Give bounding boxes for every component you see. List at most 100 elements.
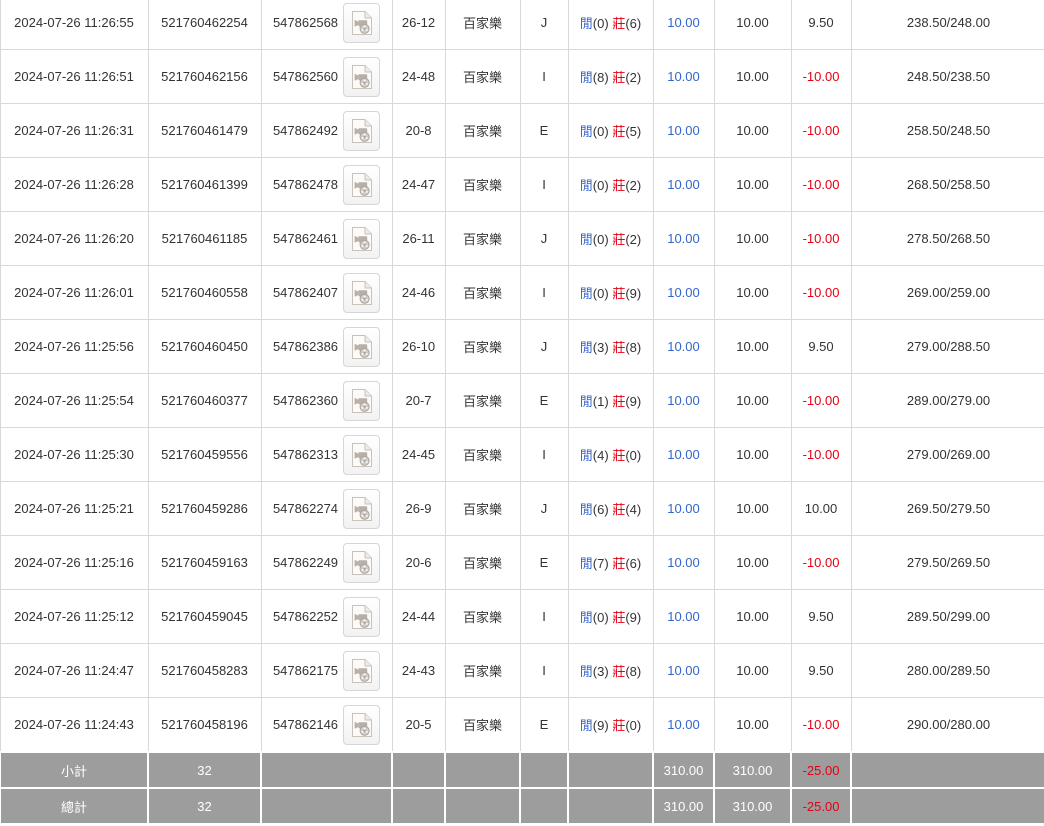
cell-bet-amount: 10.00 bbox=[652, 0, 715, 50]
cell-table-code: J bbox=[519, 211, 569, 266]
cell-bet-amount: 10.00 bbox=[652, 103, 715, 158]
video-replay-button[interactable] bbox=[343, 380, 381, 421]
cell-shoe-round: 26-11 bbox=[391, 211, 446, 266]
player-label: 閒 bbox=[579, 286, 593, 301]
cell-win-loss: 9.50 bbox=[790, 643, 852, 698]
video-replay-button[interactable] bbox=[343, 434, 381, 475]
cell-game-type: 百家樂 bbox=[444, 481, 521, 536]
video-replay-button[interactable] bbox=[343, 704, 381, 745]
cell-balance: 238.50/248.00 bbox=[850, 0, 1044, 50]
player-points: (3) bbox=[592, 340, 609, 355]
video-file-icon bbox=[351, 658, 372, 683]
video-file-icon bbox=[351, 10, 372, 35]
round-id-text: 547862386 bbox=[272, 339, 339, 354]
round-id-text: 547862461 bbox=[272, 231, 339, 246]
banker-label: 莊 bbox=[612, 16, 626, 31]
cell-game-type: 百家樂 bbox=[444, 49, 521, 104]
player-label: 閒 bbox=[579, 610, 593, 625]
cell-valid-amount: 10.00 bbox=[713, 535, 792, 590]
cell-bet-id: 521760459286 bbox=[147, 481, 262, 536]
player-label: 閒 bbox=[579, 124, 593, 139]
player-label: 閒 bbox=[579, 502, 593, 517]
banker-points: (6) bbox=[625, 16, 642, 31]
cell-valid-amount: 10.00 bbox=[713, 265, 792, 320]
table-row: 2024-07-26 11:25:56 521760460450 5478623… bbox=[0, 319, 1044, 374]
video-file-icon bbox=[351, 64, 372, 89]
cell-shoe-round: 26-9 bbox=[391, 481, 446, 536]
player-points: (7) bbox=[592, 556, 609, 571]
cell-shoe-round: 20-7 bbox=[391, 373, 446, 428]
video-file-icon bbox=[351, 550, 372, 575]
subtotal-bet-amount: 310.00 bbox=[652, 751, 715, 789]
round-id-text: 547862274 bbox=[272, 501, 339, 516]
cell-table-code: I bbox=[519, 265, 569, 320]
cell-result-detail: 閒(9) 莊(0) bbox=[567, 697, 654, 753]
round-id-text: 547862249 bbox=[272, 555, 339, 570]
cell-round-id: 547862386 bbox=[260, 319, 393, 374]
video-replay-button[interactable] bbox=[343, 542, 381, 583]
cell-round-id: 547862175 bbox=[260, 643, 393, 698]
player-label: 閒 bbox=[579, 16, 593, 31]
player-points: (0) bbox=[592, 232, 609, 247]
video-replay-button[interactable] bbox=[343, 272, 381, 313]
round-id-text: 547862252 bbox=[272, 609, 339, 624]
table-footer: 小計 32 310.00 310.00 -25.00 總計 32 bbox=[0, 751, 1044, 825]
cell-bet-id: 521760459045 bbox=[147, 589, 262, 644]
video-replay-button[interactable] bbox=[343, 110, 381, 151]
video-replay-button[interactable] bbox=[343, 2, 381, 43]
video-file-icon bbox=[351, 712, 372, 737]
player-label: 閒 bbox=[579, 718, 593, 733]
video-file-icon bbox=[351, 172, 372, 197]
cell-shoe-round: 24-46 bbox=[391, 265, 446, 320]
cell-bet-id: 521760459556 bbox=[147, 427, 262, 482]
video-replay-button[interactable] bbox=[343, 650, 381, 691]
cell-shoe-round: 20-6 bbox=[391, 535, 446, 590]
video-replay-button[interactable] bbox=[343, 164, 381, 205]
player-label: 閒 bbox=[579, 232, 593, 247]
banker-points: (9) bbox=[625, 286, 642, 301]
player-points: (9) bbox=[592, 718, 609, 733]
cell-win-loss: -10.00 bbox=[790, 265, 852, 320]
cell-win-loss: -10.00 bbox=[790, 49, 852, 104]
cell-balance: 279.00/269.00 bbox=[850, 427, 1044, 482]
cell-game-type: 百家樂 bbox=[444, 0, 521, 50]
player-label: 閒 bbox=[579, 556, 593, 571]
player-label: 閒 bbox=[579, 394, 593, 409]
banker-label: 莊 bbox=[612, 556, 626, 571]
cell-result-detail: 閒(7) 莊(6) bbox=[567, 535, 654, 590]
banker-label: 莊 bbox=[612, 232, 626, 247]
player-points: (8) bbox=[592, 70, 609, 85]
footer-empty-cell bbox=[850, 787, 1044, 825]
video-replay-button[interactable] bbox=[343, 596, 381, 637]
banker-points: (6) bbox=[625, 556, 642, 571]
cell-table-code: E bbox=[519, 535, 569, 590]
video-file-icon bbox=[351, 280, 372, 305]
table-row: 2024-07-26 11:26:55 521760462254 5478625… bbox=[0, 0, 1044, 50]
banker-points: (4) bbox=[625, 502, 642, 517]
cell-bet-amount: 10.00 bbox=[652, 157, 715, 212]
banker-label: 莊 bbox=[612, 718, 626, 733]
cell-balance: 258.50/248.50 bbox=[850, 103, 1044, 158]
total-win-loss: -25.00 bbox=[790, 787, 852, 825]
video-replay-button[interactable] bbox=[343, 56, 381, 97]
cell-bet-amount: 10.00 bbox=[652, 49, 715, 104]
subtotal-win-loss: -25.00 bbox=[790, 751, 852, 789]
cell-win-loss: 9.50 bbox=[790, 319, 852, 374]
table-row: 2024-07-26 11:25:21 521760459286 5478622… bbox=[0, 481, 1044, 536]
cell-result-detail: 閒(0) 莊(6) bbox=[567, 0, 654, 50]
cell-balance: 279.50/269.50 bbox=[850, 535, 1044, 590]
banker-label: 莊 bbox=[612, 502, 626, 517]
video-replay-button[interactable] bbox=[343, 488, 381, 529]
cell-result-detail: 閒(0) 莊(9) bbox=[567, 265, 654, 320]
cell-valid-amount: 10.00 bbox=[713, 49, 792, 104]
table-row: 2024-07-26 11:26:20 521760461185 5478624… bbox=[0, 211, 1044, 266]
video-replay-button[interactable] bbox=[343, 326, 381, 367]
cell-win-loss: 9.50 bbox=[790, 589, 852, 644]
cell-result-detail: 閒(6) 莊(4) bbox=[567, 481, 654, 536]
video-replay-button[interactable] bbox=[343, 218, 381, 259]
video-file-icon bbox=[351, 442, 372, 467]
cell-result-detail: 閒(3) 莊(8) bbox=[567, 319, 654, 374]
cell-balance: 269.00/259.00 bbox=[850, 265, 1044, 320]
cell-win-loss: -10.00 bbox=[790, 697, 852, 753]
